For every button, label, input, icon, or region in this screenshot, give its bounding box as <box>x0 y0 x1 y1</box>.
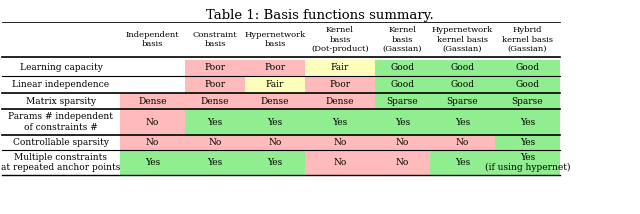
Bar <box>375 93 430 109</box>
Text: Yes: Yes <box>520 138 535 147</box>
Bar <box>305 135 375 150</box>
Bar <box>305 93 375 109</box>
Text: Kernel
basis
(Dot-product): Kernel basis (Dot-product) <box>311 26 369 53</box>
Bar <box>430 60 495 76</box>
Bar <box>430 76 495 93</box>
Bar <box>185 76 245 93</box>
Text: Yes: Yes <box>455 158 470 167</box>
Text: Hypernetwork
kernel basis
(Gassian): Hypernetwork kernel basis (Gassian) <box>432 26 493 53</box>
Bar <box>185 135 245 150</box>
Text: Sparse: Sparse <box>512 97 543 106</box>
Text: Kernel
basis
(Gassian): Kernel basis (Gassian) <box>383 26 422 53</box>
Bar <box>245 93 305 109</box>
Text: Multiple constraints
at repeated anchor points: Multiple constraints at repeated anchor … <box>1 153 121 172</box>
Bar <box>375 150 430 175</box>
Text: Constraint
basis: Constraint basis <box>193 31 237 48</box>
Bar <box>185 150 245 175</box>
Text: Poor: Poor <box>330 80 351 89</box>
Text: No: No <box>146 138 159 147</box>
Text: Good: Good <box>515 64 540 73</box>
Text: No: No <box>456 138 469 147</box>
Bar <box>245 109 305 135</box>
Text: Yes: Yes <box>268 117 283 126</box>
Bar <box>430 93 495 109</box>
Bar <box>430 150 495 175</box>
Bar <box>305 60 375 76</box>
Bar <box>245 60 305 76</box>
Text: Good: Good <box>390 64 415 73</box>
Text: No: No <box>396 158 409 167</box>
Bar <box>120 150 185 175</box>
Bar <box>430 109 495 135</box>
Bar <box>305 109 375 135</box>
Bar <box>375 135 430 150</box>
Text: Yes: Yes <box>520 117 535 126</box>
Bar <box>495 93 560 109</box>
Text: Good: Good <box>515 80 540 89</box>
Text: Yes: Yes <box>268 158 283 167</box>
Text: Hypernetwork
basis: Hypernetwork basis <box>244 31 306 48</box>
Bar <box>495 76 560 93</box>
Bar <box>430 135 495 150</box>
Bar <box>120 109 185 135</box>
Text: Sparse: Sparse <box>387 97 419 106</box>
Bar <box>185 93 245 109</box>
Text: Yes: Yes <box>207 158 223 167</box>
Text: Dense: Dense <box>260 97 289 106</box>
Text: Yes: Yes <box>395 117 410 126</box>
Text: Matrix sparsity: Matrix sparsity <box>26 97 96 106</box>
Bar <box>185 60 245 76</box>
Bar <box>495 60 560 76</box>
Text: Params # independent
of constraints #: Params # independent of constraints # <box>8 112 113 132</box>
Bar <box>185 109 245 135</box>
Text: Good: Good <box>451 80 474 89</box>
Bar <box>495 150 560 175</box>
Bar <box>375 60 430 76</box>
Text: Linear independence: Linear independence <box>12 80 109 89</box>
Text: Independent
basis: Independent basis <box>125 31 179 48</box>
Bar <box>495 109 560 135</box>
Text: No: No <box>333 158 347 167</box>
Text: Yes: Yes <box>332 117 348 126</box>
Bar <box>375 109 430 135</box>
Bar <box>245 150 305 175</box>
Bar <box>120 135 185 150</box>
Bar <box>495 135 560 150</box>
Text: Fair: Fair <box>331 64 349 73</box>
Bar <box>245 76 305 93</box>
Text: Poor: Poor <box>264 64 285 73</box>
Bar <box>305 76 375 93</box>
Text: No: No <box>396 138 409 147</box>
Text: Poor: Poor <box>204 64 225 73</box>
Text: Controllable sparsity: Controllable sparsity <box>13 138 109 147</box>
Bar <box>120 93 185 109</box>
Text: Yes
(if using hypernet): Yes (if using hypernet) <box>484 153 570 172</box>
Text: Hybrid
kernel basis
(Gassian): Hybrid kernel basis (Gassian) <box>502 26 553 53</box>
Text: Yes: Yes <box>145 158 160 167</box>
Text: No: No <box>146 117 159 126</box>
Text: No: No <box>333 138 347 147</box>
Text: Yes: Yes <box>455 117 470 126</box>
Bar <box>245 135 305 150</box>
Text: Dense: Dense <box>138 97 167 106</box>
Text: Poor: Poor <box>204 80 225 89</box>
Text: Good: Good <box>451 64 474 73</box>
Text: Sparse: Sparse <box>447 97 478 106</box>
Bar <box>375 76 430 93</box>
Text: Yes: Yes <box>207 117 223 126</box>
Text: Good: Good <box>390 80 415 89</box>
Bar <box>305 150 375 175</box>
Text: Fair: Fair <box>266 80 284 89</box>
Text: No: No <box>268 138 282 147</box>
Text: Dense: Dense <box>326 97 355 106</box>
Text: Learning capacity: Learning capacity <box>20 64 102 73</box>
Text: Dense: Dense <box>201 97 229 106</box>
Text: Table 1: Basis functions summary.: Table 1: Basis functions summary. <box>206 9 434 22</box>
Text: No: No <box>208 138 221 147</box>
